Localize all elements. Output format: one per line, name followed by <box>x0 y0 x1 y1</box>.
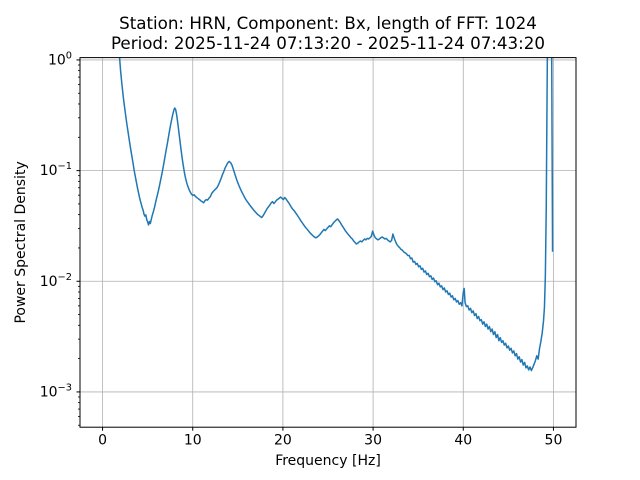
x-tick-label: 0 <box>98 433 107 449</box>
axis-ticks <box>76 59 554 431</box>
y-tick-label: 100 <box>48 50 72 68</box>
x-tick-label: 30 <box>364 433 382 449</box>
plot-area <box>118 57 554 372</box>
y-tick-label: 10−1 <box>40 161 72 179</box>
y-axis-label: Power Spectral Density <box>13 161 29 323</box>
x-tick-label: 40 <box>454 433 472 449</box>
x-tick-label: 20 <box>274 433 292 449</box>
y-tick-label: 10−3 <box>40 382 72 400</box>
y-tick-label: 10−2 <box>40 272 72 290</box>
axes-spines <box>79 57 577 428</box>
tick-labels: 0 10 20 30 40 50 100 10−1 10−2 10−3 <box>40 50 563 448</box>
chart-subtitle: Period: 2025-11-24 07:13:20 - 2025-11-24… <box>111 33 545 53</box>
grid-lines <box>80 57 576 428</box>
x-tick-label: 50 <box>545 433 563 449</box>
x-axis-label: Frequency [Hz] <box>275 453 381 469</box>
chart-title: Station: HRN, Component: Bx, length of F… <box>119 13 537 33</box>
psd-curve <box>118 57 554 372</box>
x-tick-label: 10 <box>184 433 202 449</box>
